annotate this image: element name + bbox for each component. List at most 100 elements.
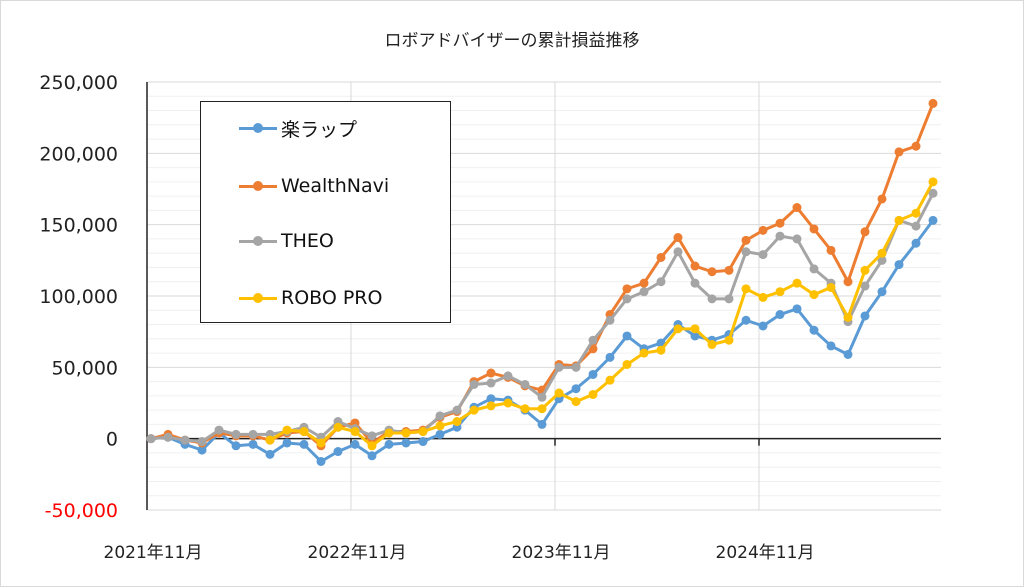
legend-item-rakuwrap[interactable]: 楽ラップ: [239, 115, 357, 141]
y-tick-label: 50,000: [52, 357, 118, 379]
data-point: [758, 225, 768, 235]
data-point: [452, 405, 462, 415]
data-point: [690, 278, 700, 288]
data-point: [741, 235, 751, 245]
data-point: [282, 438, 292, 448]
y-tick-label: 150,000: [39, 215, 118, 237]
data-point: [843, 312, 853, 322]
series-line: [269, 181, 935, 448]
data-point: [384, 439, 394, 449]
y-tick-label: 0: [106, 429, 118, 451]
legend-label: WealthNavi: [281, 175, 390, 197]
legend-item-theo[interactable]: THEO: [239, 228, 334, 254]
data-point: [554, 362, 564, 372]
data-point: [231, 429, 241, 439]
data-point: [843, 349, 853, 359]
data-point: [316, 456, 326, 466]
data-point: [316, 438, 326, 448]
data-point: [180, 435, 190, 445]
data-point: [622, 294, 632, 304]
data-point: [809, 290, 819, 300]
data-point: [775, 231, 785, 241]
data-point: [350, 439, 360, 449]
data-point: [792, 203, 802, 213]
data-point: [792, 278, 802, 288]
data-point: [605, 352, 615, 362]
data-point: [299, 439, 309, 449]
data-point: [197, 437, 207, 447]
data-point: [724, 265, 734, 275]
legend-item-wealthnavi[interactable]: WealthNavi: [239, 173, 389, 199]
chart-title: ロボアドバイザーの累計損益推移: [384, 31, 640, 51]
x-tick-label: 2023年11月: [512, 543, 611, 563]
data-point: [826, 282, 836, 292]
legend-dot: [253, 123, 263, 133]
data-point: [911, 221, 921, 231]
data-point: [418, 427, 428, 437]
data-point: [401, 438, 411, 448]
data-point: [265, 449, 275, 459]
data-point: [656, 345, 666, 355]
data-point: [537, 419, 547, 429]
data-point: [707, 294, 717, 304]
data-point: [622, 359, 632, 369]
data-point: [877, 287, 887, 297]
data-point: [860, 311, 870, 321]
data-point: [690, 261, 700, 271]
data-point: [571, 397, 581, 407]
data-point: [588, 335, 598, 345]
legend-item-robopro[interactable]: ROBO PRO: [239, 285, 382, 311]
data-point: [690, 331, 700, 341]
legend-marker-icon: [239, 291, 277, 305]
data-point: [299, 427, 309, 437]
series-group: [146, 98, 938, 466]
data-point: [248, 429, 258, 439]
data-point: [248, 439, 258, 449]
data-point: [860, 281, 870, 291]
data-point: [265, 435, 275, 445]
data-point: [452, 417, 462, 427]
data-point: [860, 227, 870, 237]
data-point: [163, 432, 173, 442]
data-point: [656, 277, 666, 287]
data-point: [282, 425, 292, 435]
legend-dot: [253, 236, 263, 246]
x-tick-label: 2024年11月: [716, 543, 815, 563]
data-point: [588, 369, 598, 379]
data-point: [809, 325, 819, 335]
legend-label: 楽ラップ: [281, 118, 358, 141]
data-point: [809, 264, 819, 274]
data-point: [775, 218, 785, 228]
data-point: [741, 315, 751, 325]
data-point: [826, 245, 836, 255]
data-point: [928, 188, 938, 198]
data-point: [537, 404, 547, 414]
data-point: [758, 321, 768, 331]
legend-dot: [253, 181, 263, 191]
data-point: [639, 278, 649, 288]
data-point: [843, 277, 853, 287]
data-point: [367, 451, 377, 461]
data-point: [401, 428, 411, 438]
x-tick-label: 2021年11月: [104, 543, 203, 563]
data-point: [894, 147, 904, 157]
data-point: [775, 310, 785, 320]
data-point: [673, 324, 683, 334]
data-point: [826, 341, 836, 351]
data-point: [758, 250, 768, 260]
data-point: [486, 394, 496, 404]
y-axis-tick-labels: -50,000 0 50,000 100,000 150,000 200,000 250,0…: [39, 72, 118, 522]
data-point: [486, 368, 496, 378]
data-point: [724, 335, 734, 345]
data-point: [724, 294, 734, 304]
data-point: [435, 421, 445, 431]
data-point: [503, 398, 513, 408]
data-point: [333, 447, 343, 457]
data-point: [792, 234, 802, 244]
data-point: [197, 445, 207, 455]
data-point: [469, 405, 479, 415]
data-point: [809, 224, 819, 234]
data-point: [707, 340, 717, 350]
data-point: [877, 194, 887, 204]
